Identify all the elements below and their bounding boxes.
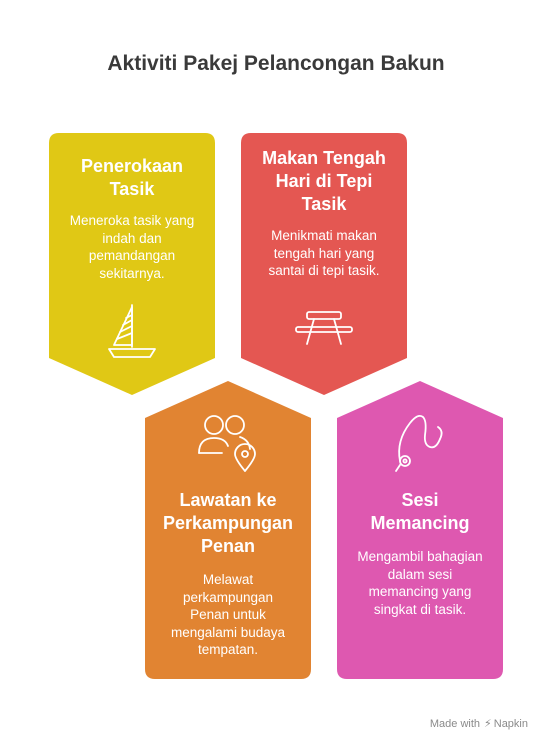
card-lawatan-perkampungan-penan: Lawatan ke Perkampungan Penan Melawat pe… — [145, 381, 311, 679]
card-description-line: Menikmati makan — [271, 228, 377, 243]
card-heading-line: Perkampungan — [162, 513, 294, 533]
sailboat-icon — [108, 304, 156, 358]
picnic-table-icon — [295, 311, 353, 345]
card-description-line: perkampungan — [182, 589, 274, 605]
card-penerokaan-tasik: Penerokaan Tasik Meneroka tasik yang ind… — [49, 133, 215, 395]
card-description-line: sekitarnya. — [99, 265, 165, 281]
card-sesi-memancing: Sesi Memancing Mengambil bahagian dalam … — [337, 381, 503, 679]
card-shape — [145, 381, 311, 679]
card-makan-tengah-hari: Makan Tengah Hari di Tepi Tasik Menikmat… — [241, 133, 407, 395]
card-heading-line: Lawatan ke — [179, 490, 277, 510]
card-description-line: pemandangan — [88, 248, 176, 263]
card-description-line: singkat di tasik. — [373, 601, 467, 617]
card-heading: Lawatan ke Perkampungan Penan — [145, 489, 311, 558]
card-description: Menikmati makan tengah hari yang santai … — [241, 227, 407, 280]
card-heading-line: Sesi — [401, 490, 439, 510]
card-shape — [49, 133, 215, 395]
people-location-icon — [198, 415, 256, 472]
card-description-line: dalam sesi — [387, 566, 453, 582]
card-heading: Sesi Memancing — [337, 489, 503, 535]
card-description-line: tempatan. — [197, 642, 259, 657]
fishing-rod-icon — [395, 414, 443, 472]
card-heading-line: Tasik — [301, 194, 347, 214]
card-heading-line: Penan — [200, 536, 256, 556]
card-shape — [241, 133, 407, 395]
card-description-line: santai di tepi tasik. — [268, 263, 380, 278]
card-description-line: indah dan — [102, 230, 162, 246]
napkin-logo-icon: ⚡ — [484, 718, 492, 730]
card-heading-line: Tasik — [109, 179, 155, 199]
card-description: Melawat perkampungan Penan untuk mengala… — [145, 571, 311, 659]
card-description: Meneroka tasik yang indah dan pemandanga… — [49, 212, 215, 282]
card-heading-line: Hari di Tepi — [275, 171, 373, 191]
card-heading: Penerokaan Tasik — [49, 155, 215, 201]
card-description-line: Meneroka tasik yang — [69, 213, 195, 228]
card-description-line: Mengambil bahagian — [357, 549, 483, 564]
credit-text: Made with — [429, 718, 481, 730]
card-heading-line: Penerokaan — [80, 156, 184, 176]
card-description-line: Melawat — [202, 572, 254, 587]
card-shape — [337, 381, 503, 679]
credit-brand: Napkin — [493, 718, 528, 730]
diagram-title: Aktiviti Pakej Pelancongan Bakun — [107, 52, 445, 75]
card-heading: Makan Tengah Hari di Tepi Tasik — [241, 147, 407, 216]
card-description-line: mengalami budaya — [170, 624, 286, 640]
card-heading-line: Makan Tengah — [262, 148, 386, 168]
made-with-napkin-credit: Made with ⚡ Napkin — [430, 717, 528, 730]
card-description-line: memancing yang — [368, 584, 472, 599]
card-description-line: tengah hari yang — [273, 245, 375, 261]
card-description-line: Penan untuk — [190, 607, 266, 622]
card-description: Mengambil bahagian dalam sesi memancing … — [337, 548, 503, 618]
card-heading-line: Memancing — [370, 513, 470, 533]
